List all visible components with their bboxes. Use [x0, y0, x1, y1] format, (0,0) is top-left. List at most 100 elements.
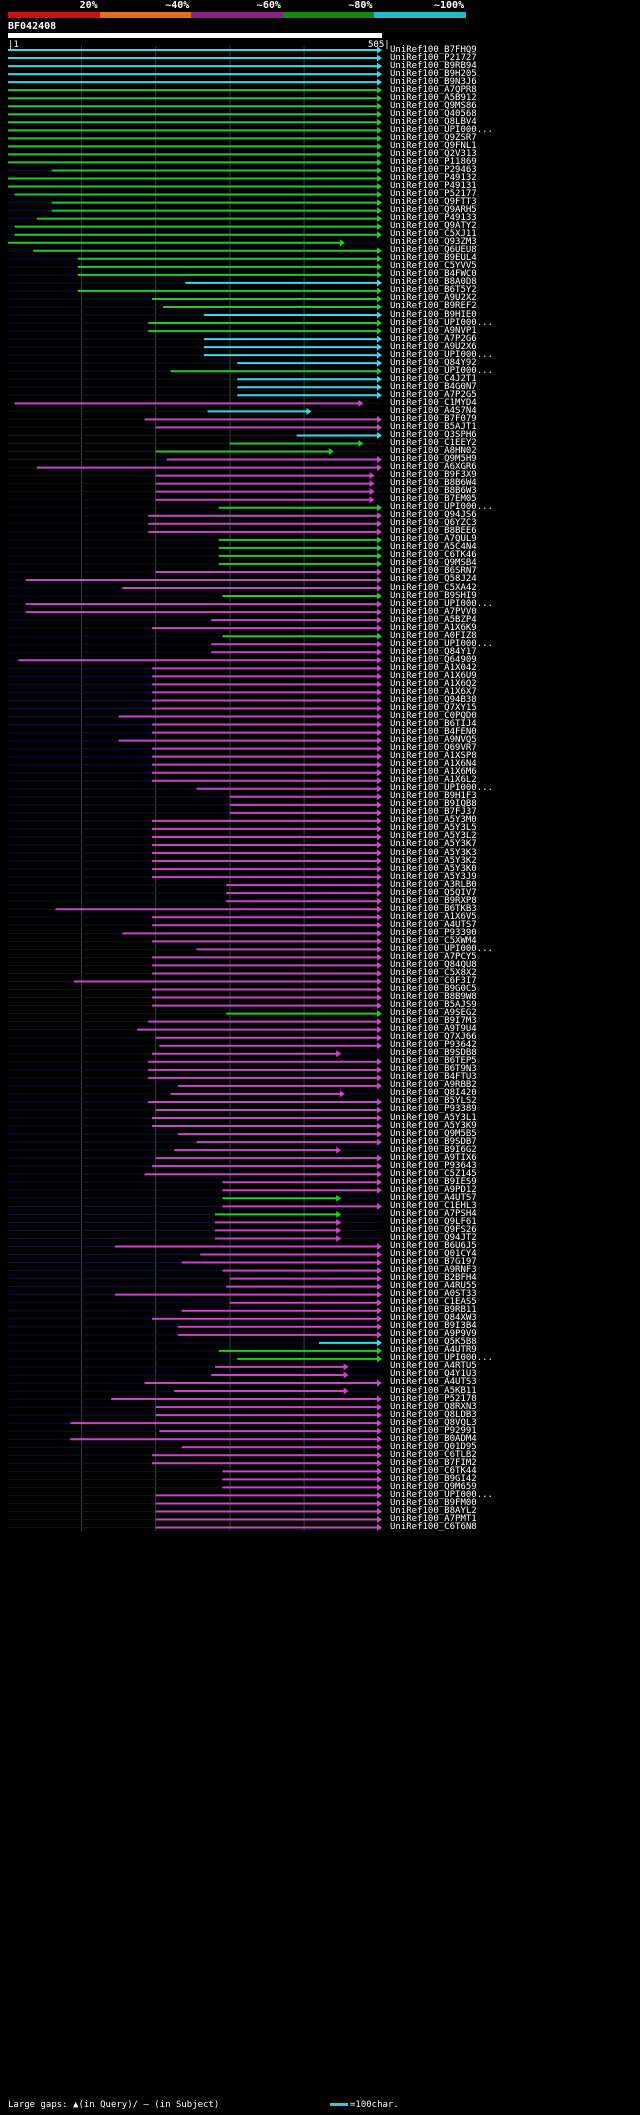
hit-label[interactable]: UniRef100_A7PCY5 — [390, 951, 477, 962]
hit-label[interactable]: UniRef100_A1X6L2 — [390, 775, 477, 786]
hit-label[interactable]: UniRef100_Q01D95 — [390, 1441, 477, 1452]
hit-label[interactable]: UniRef100_B9F3X9 — [390, 470, 477, 481]
hit-label[interactable]: UniRef100_B9RB94 — [390, 60, 477, 71]
hit-label[interactable]: UniRef100_A1X6V5 — [390, 911, 477, 922]
hit-label[interactable]: UniRef100_A5Y3M0 — [390, 815, 477, 826]
hit-label[interactable]: UniRef100_UPI000... — [390, 124, 493, 135]
hit-label[interactable]: UniRef100_C5X8X2 — [390, 967, 477, 978]
hit-label[interactable]: UniRef100_A4RTU5 — [390, 1361, 477, 1372]
hit-label[interactable]: UniRef100_Q9M659 — [390, 1481, 477, 1492]
hit-label[interactable]: UniRef100_P11869 — [390, 156, 477, 167]
hit-label[interactable]: UniRef100_A9RNF3 — [390, 1265, 477, 1276]
hit-label[interactable]: UniRef100_B7G197 — [390, 1257, 477, 1268]
hit-label[interactable]: UniRef100_B9H205 — [390, 68, 477, 79]
hit-label[interactable]: UniRef100_C6TK44 — [390, 1465, 477, 1476]
hit-label[interactable]: UniRef100_A5Y3L5 — [390, 823, 477, 834]
hit-label[interactable]: UniRef100_A1X6N4 — [390, 759, 477, 770]
hit-label[interactable]: UniRef100_UPI000... — [390, 317, 493, 328]
hit-label[interactable]: UniRef100_Q64909 — [390, 654, 477, 665]
hit-label[interactable]: UniRef100_C5YVV5 — [390, 261, 477, 272]
hit-label[interactable]: UniRef100_B7FHQ9 — [390, 44, 477, 55]
hit-label[interactable]: UniRef100_A7QUL9 — [390, 534, 477, 545]
hit-label[interactable]: UniRef100_Q93ZM3 — [390, 237, 477, 248]
hit-label[interactable]: UniRef100_P93642 — [390, 1040, 477, 1051]
hit-label[interactable]: UniRef100_B9G0C5 — [390, 984, 477, 995]
hit-label[interactable]: UniRef100_B5AJT1 — [390, 421, 477, 432]
hit-label[interactable]: UniRef100_Q7XY15 — [390, 702, 477, 713]
hit-label[interactable]: UniRef100_B4G0N7 — [390, 381, 477, 392]
hit-label[interactable]: UniRef100_B7FJ37 — [390, 807, 477, 818]
hit-label[interactable]: UniRef100_B9N3J6 — [390, 76, 477, 87]
hit-label[interactable]: UniRef100_C6F3I7 — [390, 975, 477, 986]
hit-label[interactable]: UniRef100_A1X6Q2 — [390, 678, 477, 689]
hit-label[interactable]: UniRef100_A4S7N4 — [390, 405, 477, 416]
hit-label[interactable]: UniRef100_Q94JT2 — [390, 1232, 477, 1243]
hit-label[interactable]: UniRef100_A0FIZ8 — [390, 630, 477, 641]
hit-label[interactable]: UniRef100_A4UTS7 — [390, 919, 477, 930]
hit-label[interactable]: UniRef100_Q9M5H9 — [390, 454, 477, 465]
hit-label[interactable]: UniRef100_Q9FS26 — [390, 1224, 477, 1235]
hit-label[interactable]: UniRef100_B6T5Y2 — [390, 285, 477, 296]
hit-label[interactable]: UniRef100_Q01CY4 — [390, 1249, 477, 1259]
hit-label[interactable]: UniRef100_B7F079 — [390, 413, 477, 424]
hit-label[interactable]: UniRef100_Q84Y92 — [390, 357, 477, 368]
hit-label[interactable]: UniRef100_B6U6J5 — [390, 1240, 477, 1251]
hit-label[interactable]: UniRef100_B6SRN7 — [390, 566, 477, 577]
hit-label[interactable]: UniRef100_UPI000... — [390, 365, 493, 376]
hit-label[interactable]: UniRef100_P49131 — [390, 181, 477, 192]
hit-label[interactable]: UniRef100_A7PMT1 — [390, 1514, 477, 1524]
hit-label[interactable]: UniRef100_Q5QIV7 — [390, 887, 477, 898]
hit-label[interactable]: UniRef100_P52177 — [390, 189, 477, 200]
hit-label[interactable]: UniRef100_B9RXP8 — [390, 895, 477, 906]
hit-label[interactable]: UniRef100_Q8RXN3 — [390, 1401, 477, 1412]
hit-label[interactable]: UniRef100_Q94JS6 — [390, 510, 477, 521]
hit-label[interactable]: UniRef100_Q94B38 — [390, 694, 477, 705]
hit-label[interactable]: UniRef100_B8BEE6 — [390, 526, 477, 537]
hit-label[interactable]: UniRef100_Q6UEU8 — [390, 245, 477, 256]
hit-label[interactable]: UniRef100_C1EHL3 — [390, 1200, 477, 1211]
hit-label[interactable]: UniRef100_A9PD12 — [390, 1184, 477, 1195]
hit-label[interactable]: UniRef100_Q9LF61 — [390, 1216, 477, 1227]
hit-label[interactable]: UniRef100_B9H1F3 — [390, 791, 477, 802]
hit-label[interactable]: UniRef100_P49133 — [390, 213, 477, 224]
hit-label[interactable]: UniRef100_B9EUL4 — [390, 253, 477, 264]
hit-label[interactable]: UniRef100_Q8VQL3 — [390, 1417, 477, 1428]
hit-label[interactable]: UniRef100_C6T6N8 — [390, 1522, 477, 1533]
hit-label[interactable]: UniRef100_A9SEG2 — [390, 1008, 477, 1019]
hit-label[interactable]: UniRef100_Q2V313 — [390, 148, 477, 159]
hit-label[interactable]: UniRef100_Q69VR7 — [390, 743, 477, 754]
hit-label[interactable]: UniRef100_A1X042 — [390, 662, 477, 673]
hit-label[interactable]: UniRef100_C6TK46 — [390, 550, 477, 561]
hit-label[interactable]: UniRef100_B4FTU3 — [390, 1072, 477, 1083]
hit-label[interactable]: UniRef100_Q9MS86 — [390, 100, 477, 111]
hit-label[interactable]: UniRef100_Q4Y1U3 — [390, 1369, 477, 1380]
hit-label[interactable]: UniRef100_A4UTR9 — [390, 1345, 477, 1356]
hit-label[interactable]: UniRef100_B9SDB8 — [390, 1048, 477, 1059]
hit-label[interactable]: UniRef100_UPI000... — [390, 1489, 493, 1500]
hit-label[interactable]: UniRef100_A5BZP4 — [390, 614, 477, 625]
hit-label[interactable]: UniRef100_A7P2G5 — [390, 389, 477, 400]
hit-label[interactable]: UniRef100_A9NVQ5 — [390, 735, 477, 746]
hit-label[interactable]: UniRef100_B8B6W4 — [390, 478, 477, 489]
hit-label[interactable]: UniRef100_B8A0D8 — [390, 277, 477, 288]
hit-label[interactable]: UniRef100_B5YLS2 — [390, 1096, 477, 1107]
hit-label[interactable]: UniRef100_A7PVV0 — [390, 606, 477, 617]
hit-label[interactable]: UniRef100_Q84XW3 — [390, 1313, 477, 1324]
hit-label[interactable]: UniRef100_P92991 — [390, 1425, 477, 1436]
hit-label[interactable]: UniRef100_UPI000... — [390, 502, 493, 513]
hit-label[interactable]: UniRef100_Q8I420 — [390, 1088, 477, 1099]
hit-label[interactable]: UniRef100_B6TKB3 — [390, 903, 477, 914]
hit-label[interactable]: UniRef100_B8B9W8 — [390, 992, 477, 1003]
hit-label[interactable]: UniRef100_UPI000... — [390, 598, 493, 609]
hit-label[interactable]: UniRef100_A4UTS3 — [390, 1377, 477, 1388]
hit-label[interactable]: UniRef100_B8B6W3 — [390, 486, 477, 497]
hit-label[interactable]: UniRef100_A5C4N4 — [390, 542, 477, 553]
hit-label[interactable]: UniRef100_A0ST33 — [390, 1289, 477, 1300]
hit-label[interactable]: UniRef100_B9FM00 — [390, 1497, 477, 1508]
hit-label[interactable]: UniRef100_A9T9U4 — [390, 1024, 477, 1035]
hit-label[interactable]: UniRef100_A1XSP8 — [390, 751, 477, 762]
hit-label[interactable]: UniRef100_UPI000... — [390, 638, 493, 649]
hit-label[interactable]: UniRef100_A1X6U9 — [390, 670, 477, 681]
hit-label[interactable]: UniRef100_B9REF2 — [390, 301, 477, 312]
hit-label[interactable]: UniRef100_B9SHI9 — [390, 590, 477, 601]
